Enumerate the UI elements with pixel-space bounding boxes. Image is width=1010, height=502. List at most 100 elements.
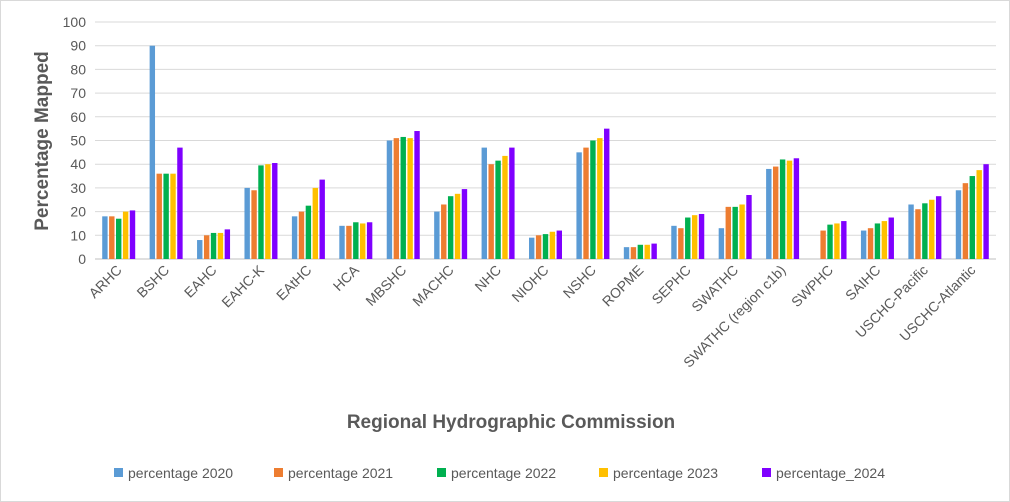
- x-tick-label: EAHC-K: [218, 261, 267, 310]
- bar: [197, 240, 203, 259]
- bar: [860, 230, 867, 259]
- x-tick-label: MACHC: [409, 262, 457, 310]
- bar: [718, 228, 725, 259]
- bar: [983, 164, 989, 259]
- bar: [305, 205, 312, 259]
- x-tick-label: SWPHC: [788, 262, 836, 310]
- legend-swatch: [599, 468, 608, 477]
- bar: [779, 159, 786, 259]
- bar: [841, 221, 847, 259]
- bar: [969, 176, 975, 259]
- bar: [400, 136, 406, 259]
- bar: [908, 204, 914, 259]
- y-tick-label: 40: [70, 156, 86, 172]
- bar: [360, 223, 366, 259]
- bar: [874, 223, 881, 259]
- bar: [955, 190, 962, 259]
- y-tick-label: 50: [70, 133, 86, 149]
- bar: [556, 230, 562, 259]
- bar: [447, 196, 454, 259]
- bar: [766, 168, 772, 259]
- bar: [935, 196, 942, 259]
- bar: [685, 217, 691, 259]
- y-tick-label: 0: [78, 251, 86, 267]
- bar: [637, 244, 644, 259]
- bar: [630, 247, 637, 259]
- bar: [529, 237, 535, 259]
- bar: [461, 189, 468, 259]
- bar: [291, 216, 298, 259]
- bar: [793, 158, 800, 259]
- bar: [393, 138, 400, 259]
- bar: [698, 213, 705, 259]
- bar: [644, 244, 650, 259]
- bar: [786, 160, 793, 259]
- legend-swatch: [437, 468, 446, 477]
- gridlines: [95, 21, 996, 260]
- bar: [542, 234, 549, 259]
- legend-item: percentage 2023: [599, 465, 718, 481]
- legend-swatch: [114, 468, 123, 477]
- x-tick-label: EAHC: [181, 262, 220, 301]
- bar: [576, 152, 582, 259]
- bar: [834, 223, 840, 259]
- y-tick-label: 70: [70, 85, 86, 101]
- y-tick-label: 100: [63, 14, 87, 30]
- bar: [170, 173, 176, 259]
- x-tick-label: BSHC: [133, 262, 172, 301]
- bar: [671, 225, 677, 259]
- legend-label: percentage 2021: [288, 465, 393, 481]
- bar: [366, 222, 373, 259]
- bar: [481, 147, 487, 259]
- bar: [319, 179, 325, 259]
- bar: [272, 163, 278, 259]
- bar: [651, 243, 657, 259]
- bar: [122, 211, 129, 259]
- legend-swatch: [762, 468, 771, 477]
- bar: [725, 206, 731, 259]
- bar: [102, 216, 108, 259]
- bar: [203, 235, 210, 259]
- x-tick-label: NHC: [471, 262, 504, 295]
- bar: [407, 138, 413, 259]
- bar: [339, 225, 345, 259]
- bar: [732, 206, 738, 259]
- bar: [434, 211, 440, 259]
- bar: [678, 228, 684, 259]
- legend-item: percentage 2022: [437, 465, 556, 481]
- bar: [962, 183, 969, 259]
- bar: [312, 187, 318, 259]
- x-axis-title: Regional Hydrographic Commission: [347, 412, 675, 433]
- bar: [346, 225, 352, 259]
- bar: [623, 247, 630, 259]
- bar: [386, 140, 393, 259]
- y-tick-label: 90: [70, 38, 86, 54]
- bar: [224, 229, 231, 259]
- bar: [746, 195, 752, 259]
- bar: [244, 187, 250, 259]
- x-tick-label: EAtHC: [273, 262, 315, 304]
- legend: percentage 2020 percentage 2021 percentage…: [114, 465, 885, 481]
- legend-item: percentage_2024: [762, 465, 885, 481]
- y-axis-title: Percentage Mapped: [32, 51, 53, 231]
- bar: [888, 217, 894, 259]
- y-tick-label: 80: [70, 61, 86, 77]
- bar: [604, 128, 610, 259]
- bar: [509, 147, 515, 259]
- y-tick-label: 60: [70, 109, 86, 125]
- bar: [739, 204, 745, 259]
- bar: [495, 160, 501, 259]
- bar: [535, 235, 542, 259]
- bar: [820, 230, 826, 259]
- bar: [773, 166, 779, 259]
- bar: [881, 221, 888, 259]
- bar: [590, 140, 596, 259]
- bar: [441, 204, 447, 259]
- bar: [549, 231, 556, 259]
- x-tick-label: NIOHC: [508, 262, 551, 305]
- x-tick-label: HCA: [330, 261, 363, 294]
- legend-swatch: [274, 468, 283, 477]
